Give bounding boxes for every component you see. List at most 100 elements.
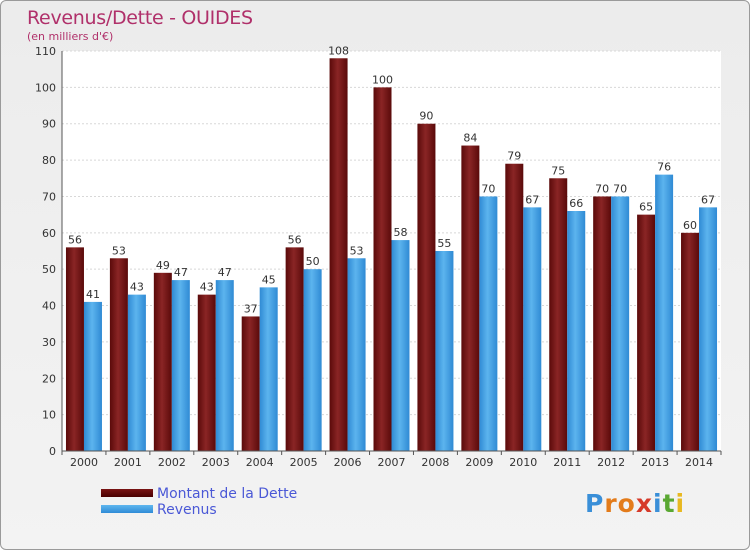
logo-letter: i xyxy=(675,489,686,518)
value-label-revenus-2002: 47 xyxy=(174,266,188,279)
value-label-revenus-2005: 50 xyxy=(306,255,320,268)
value-label-revenus-2000: 41 xyxy=(86,288,100,301)
chart-title: Revenus/Dette - OUIDES xyxy=(27,7,253,29)
logo-letter: r xyxy=(604,489,618,518)
x-tick-label: 2000 xyxy=(70,456,98,469)
value-label-revenus-2009: 70 xyxy=(481,182,495,195)
x-tick-label: 2001 xyxy=(114,456,142,469)
axis-layer: 0 10 20 30 40 50 60 70 80 90 100 110 2000 2001 2002 200… xyxy=(35,45,722,469)
bar-debt-2007 xyxy=(373,87,392,451)
y-tick-label: 110 xyxy=(35,45,56,58)
bar-debt-2013 xyxy=(637,214,656,451)
value-label-debt-2010: 79 xyxy=(507,150,521,163)
value-label-debt-2009: 84 xyxy=(463,132,477,145)
bar-revenus-2014 xyxy=(699,207,718,451)
bar-debt-2005 xyxy=(285,247,304,451)
x-tick-label: 2012 xyxy=(597,456,625,469)
bar-debt-2002 xyxy=(153,272,172,451)
bar-revenus-2011 xyxy=(567,211,586,451)
chart-subtitle: (en milliers d'€) xyxy=(27,30,114,43)
value-label-debt-2011: 75 xyxy=(551,164,565,177)
value-label-debt-2004: 37 xyxy=(244,302,258,315)
legend-label-debt: Montant de la Dette xyxy=(157,486,298,502)
bar-revenus-2006 xyxy=(347,258,366,451)
x-tick-label: 2004 xyxy=(246,456,274,469)
value-label-debt-2007: 100 xyxy=(372,73,393,86)
logo-letter: t xyxy=(662,489,676,518)
bar-revenus-2005 xyxy=(303,269,322,451)
bar-debt-2003 xyxy=(197,294,216,451)
bar-debt-2006 xyxy=(329,58,348,451)
bar-revenus-2010 xyxy=(523,207,542,451)
y-tick-label: 50 xyxy=(42,263,56,276)
bar-debt-2014 xyxy=(681,232,700,451)
bar-revenus-2001 xyxy=(127,294,146,451)
y-tick-label: 100 xyxy=(35,81,56,94)
bar-layer xyxy=(65,58,718,452)
legend-swatch-revenus xyxy=(101,505,153,513)
bar-debt-2011 xyxy=(549,178,568,452)
bar-revenus-2003 xyxy=(215,280,234,451)
value-label-debt-2014: 60 xyxy=(683,219,697,232)
bar-debt-2009 xyxy=(461,145,480,451)
x-tick-label: 2014 xyxy=(685,456,713,469)
value-label-debt-2008: 90 xyxy=(419,110,433,123)
value-label-revenus-2001: 43 xyxy=(130,281,144,294)
value-label-revenus-2011: 66 xyxy=(569,197,583,210)
x-tick-label: 2009 xyxy=(465,456,493,469)
logo-letter: o xyxy=(617,489,636,518)
value-label-debt-2003: 43 xyxy=(200,281,214,294)
bar-revenus-2012 xyxy=(611,196,630,451)
bar-revenus-2002 xyxy=(171,280,190,451)
y-tick-label: 0 xyxy=(49,445,56,458)
x-tick-label: 2003 xyxy=(202,456,230,469)
x-tick-label: 2013 xyxy=(641,456,669,469)
value-label-revenus-2012: 70 xyxy=(613,182,627,195)
bar-debt-2012 xyxy=(593,196,612,451)
value-label-revenus-2006: 53 xyxy=(350,244,364,257)
y-tick-label: 80 xyxy=(42,154,56,167)
x-tick-label: 2006 xyxy=(334,456,362,469)
x-tick-label: 2010 xyxy=(509,456,537,469)
bar-revenus-2000 xyxy=(83,301,102,451)
value-label-revenus-2008: 55 xyxy=(437,237,451,250)
bar-debt-2000 xyxy=(65,247,84,451)
legend-swatch-debt xyxy=(101,489,153,497)
value-label-debt-2012: 70 xyxy=(595,182,609,195)
bar-debt-2010 xyxy=(505,163,524,451)
y-tick-label: 40 xyxy=(42,300,56,313)
bar-revenus-2007 xyxy=(391,240,410,451)
bar-chart: 5641534349474347374556501085310058905584… xyxy=(35,44,722,469)
value-label-debt-2006: 108 xyxy=(328,44,349,57)
y-tick-label: 70 xyxy=(42,190,56,203)
bar-revenus-2008 xyxy=(435,251,454,451)
x-tick-label: 2007 xyxy=(378,456,406,469)
y-tick-label: 60 xyxy=(42,227,56,240)
legend-label-revenus: Revenus xyxy=(157,502,217,518)
logo-letter: i xyxy=(653,489,663,518)
logo-letter: P xyxy=(585,489,605,518)
x-tick-label: 2008 xyxy=(421,456,449,469)
value-label-debt-2005: 56 xyxy=(288,233,302,246)
bar-revenus-2004 xyxy=(259,287,278,451)
value-label-revenus-2003: 47 xyxy=(218,266,232,279)
value-label-debt-2013: 65 xyxy=(639,201,653,214)
value-label-revenus-2014: 67 xyxy=(701,193,715,206)
value-label-debt-2002: 49 xyxy=(156,259,170,272)
label-layer: 56 41 53 43 49 47 43 47 37 45 56 50 108 53 100 58 90 55 84… xyxy=(68,44,715,315)
bar-debt-2001 xyxy=(109,258,128,451)
bar-revenus-2009 xyxy=(479,196,498,451)
y-tick-label: 90 xyxy=(42,118,56,131)
bar-debt-2004 xyxy=(241,316,260,451)
y-tick-label: 20 xyxy=(42,372,56,385)
logo-letter: x xyxy=(635,489,653,518)
value-label-revenus-2007: 58 xyxy=(394,226,408,239)
x-tick-label: 2002 xyxy=(158,456,186,469)
bar-debt-2008 xyxy=(417,123,436,452)
y-tick-label: 10 xyxy=(42,409,56,422)
value-label-debt-2000: 56 xyxy=(68,233,82,246)
x-tick-label: 2005 xyxy=(290,456,318,469)
x-tick-label: 2011 xyxy=(553,456,581,469)
value-label-debt-2001: 53 xyxy=(112,244,126,257)
